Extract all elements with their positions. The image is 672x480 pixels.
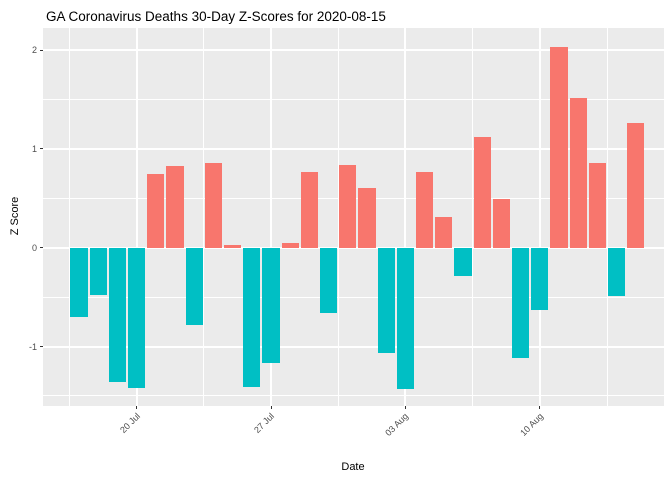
bar-2020-07-29	[300, 171, 318, 248]
y-tick-label: -1	[28, 341, 37, 352]
plot-panel	[43, 28, 664, 406]
x-tick-mark	[539, 406, 541, 409]
gridline-y-major	[43, 49, 664, 52]
y-tick-label: 1	[31, 143, 37, 154]
bar-2020-07-22	[166, 165, 184, 248]
gridline-x-minor	[472, 28, 474, 406]
y-tick-label: 2	[31, 45, 37, 56]
bar-2020-07-28	[281, 242, 299, 248]
y-tick-mark	[40, 346, 43, 347]
gridline-x-major	[538, 28, 541, 406]
x-tick-label: 20 Jul	[117, 411, 142, 436]
gridline-x-major	[135, 28, 138, 406]
bar-2020-08-15	[627, 123, 645, 248]
bar-2020-08-09	[512, 247, 530, 359]
bar-2020-07-31	[339, 164, 357, 248]
bar-2020-07-24	[204, 162, 222, 248]
bar-2020-08-10	[531, 247, 549, 310]
y-axis-title: Z Score	[9, 196, 21, 236]
x-tick-mark	[270, 406, 272, 409]
gridline-x-major	[404, 28, 407, 406]
y-tick-label: 0	[31, 242, 37, 253]
bar-2020-08-03	[396, 247, 414, 389]
x-axis-title: Date	[341, 461, 365, 473]
y-tick-mark	[40, 247, 43, 249]
x-tick-label: 03 Aug	[383, 411, 411, 438]
bar-2020-07-30	[320, 247, 338, 313]
bar-2020-08-13	[588, 162, 606, 248]
bar-2020-07-17	[70, 247, 88, 317]
gridline-x-minor	[203, 28, 205, 406]
gridline-x-minor	[606, 28, 608, 406]
gridline-y-minor	[43, 296, 664, 298]
bar-2020-07-26	[243, 247, 261, 387]
y-tick-mark	[40, 49, 43, 51]
gridline-y-minor	[43, 395, 664, 397]
x-tick-label: 27 Jul	[252, 411, 277, 436]
bar-2020-07-27	[262, 247, 280, 364]
bar-2020-08-01	[358, 188, 376, 248]
bar-2020-08-06	[454, 247, 472, 277]
bar-2020-08-11	[550, 47, 568, 248]
x-tick-label: 10 Aug	[517, 411, 545, 438]
bar-2020-08-14	[608, 247, 626, 297]
gridline-y-major	[43, 345, 664, 348]
bar-2020-08-04	[416, 171, 434, 248]
bar-2020-08-07	[473, 137, 491, 248]
gridline-x-minor	[337, 28, 339, 406]
bar-2020-07-23	[185, 247, 203, 325]
bar-2020-08-02	[377, 247, 395, 354]
gridline-x-major	[270, 28, 272, 406]
bar-2020-08-12	[569, 97, 587, 248]
chart-title: GA Coronavirus Deaths 30-Day Z-Scores fo…	[46, 9, 386, 24]
gridline-y-minor	[43, 99, 664, 100]
bar-2020-07-21	[147, 173, 165, 248]
x-tick-mark	[136, 406, 138, 409]
x-tick-mark	[404, 406, 406, 409]
gridline-y-major	[43, 147, 664, 150]
bar-2020-08-08	[492, 199, 510, 248]
bar-2020-08-05	[435, 217, 453, 248]
bar-2020-07-20	[128, 247, 146, 388]
gridline-y-major	[43, 246, 664, 249]
bar-2020-07-19	[108, 247, 126, 383]
y-tick-mark	[40, 148, 43, 150]
gridline-x-minor	[68, 28, 70, 406]
bar-2020-07-25	[224, 244, 242, 248]
bar-2020-07-18	[89, 247, 107, 296]
